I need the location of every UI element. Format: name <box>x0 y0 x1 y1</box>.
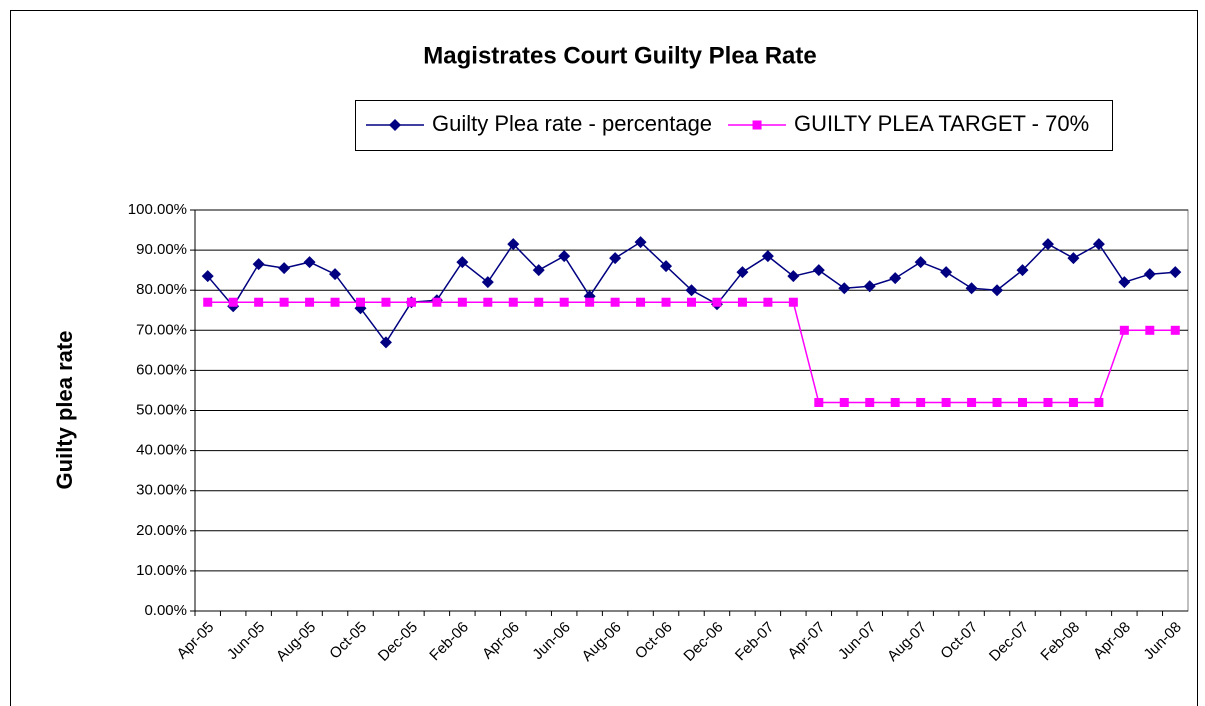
point <box>634 236 647 249</box>
y-tick-label: 50.00% <box>136 401 187 418</box>
point <box>967 397 977 407</box>
point <box>254 297 264 307</box>
point <box>1170 325 1180 335</box>
y-tick-label: 90.00% <box>136 241 187 258</box>
point <box>532 264 545 277</box>
point <box>406 297 416 307</box>
point <box>1067 252 1080 265</box>
point <box>914 256 927 269</box>
point <box>456 256 469 269</box>
point <box>890 397 900 407</box>
point <box>203 297 213 307</box>
point <box>712 297 722 307</box>
point <box>660 260 673 273</box>
point <box>534 297 544 307</box>
point <box>305 297 315 307</box>
point <box>787 270 800 283</box>
point <box>432 297 442 307</box>
point <box>814 397 824 407</box>
point <box>1145 325 1155 335</box>
legend-label: Guilty Plea rate - percentage <box>432 111 712 136</box>
y-tick-label: 0.00% <box>144 602 187 619</box>
point <box>228 297 238 307</box>
y-tick-label: 80.00% <box>136 281 187 298</box>
point <box>481 276 494 289</box>
point <box>788 297 798 307</box>
point <box>1041 238 1054 251</box>
point <box>457 297 467 307</box>
point <box>1119 325 1129 335</box>
point <box>736 266 749 279</box>
point <box>559 297 569 307</box>
point <box>1092 238 1105 251</box>
point <box>863 280 876 293</box>
point <box>279 297 289 307</box>
y-tick-label: 10.00% <box>136 562 187 579</box>
y-axis-label: Guilty plea rate <box>52 331 77 490</box>
point <box>636 297 646 307</box>
point <box>941 397 951 407</box>
y-tick-label: 20.00% <box>136 522 187 539</box>
point <box>508 297 518 307</box>
point <box>507 238 520 251</box>
point <box>737 297 747 307</box>
point <box>889 272 902 285</box>
y-tick-label: 40.00% <box>136 442 187 459</box>
point <box>610 297 620 307</box>
point <box>379 336 392 349</box>
point <box>609 252 622 265</box>
point <box>1094 397 1104 407</box>
point <box>761 250 774 263</box>
point <box>940 266 953 279</box>
point <box>483 297 493 307</box>
y-tick-label: 30.00% <box>136 482 187 499</box>
point <box>992 397 1002 407</box>
point <box>1018 397 1027 407</box>
point <box>201 270 214 283</box>
point <box>1169 266 1182 279</box>
point <box>812 264 825 277</box>
point <box>1043 397 1053 407</box>
point <box>558 250 571 263</box>
point <box>278 262 291 275</box>
point <box>685 284 698 297</box>
point <box>965 282 978 295</box>
point <box>585 297 595 307</box>
point <box>838 282 851 295</box>
y-tick-label: 60.00% <box>136 361 187 378</box>
point <box>763 297 773 307</box>
point <box>916 397 926 407</box>
point <box>381 297 391 307</box>
point <box>1143 268 1156 281</box>
point <box>865 397 875 407</box>
point <box>1118 276 1131 289</box>
point <box>661 297 671 307</box>
point <box>1068 397 1078 407</box>
point <box>329 268 342 281</box>
chart-title: Magistrates Court Guilty Plea Rate <box>423 42 816 69</box>
y-tick-label: 70.00% <box>136 321 187 338</box>
point <box>1016 264 1029 277</box>
legend-marker <box>389 119 401 131</box>
point <box>991 284 1004 297</box>
point <box>252 258 265 271</box>
legend-marker <box>752 120 762 130</box>
y-tick-label: 100.00% <box>128 201 187 218</box>
point <box>303 256 316 269</box>
legend-label: GUILTY PLEA TARGET - 70% <box>794 111 1089 136</box>
point <box>356 297 365 307</box>
point <box>330 297 340 307</box>
point <box>687 297 696 307</box>
point <box>839 397 849 407</box>
